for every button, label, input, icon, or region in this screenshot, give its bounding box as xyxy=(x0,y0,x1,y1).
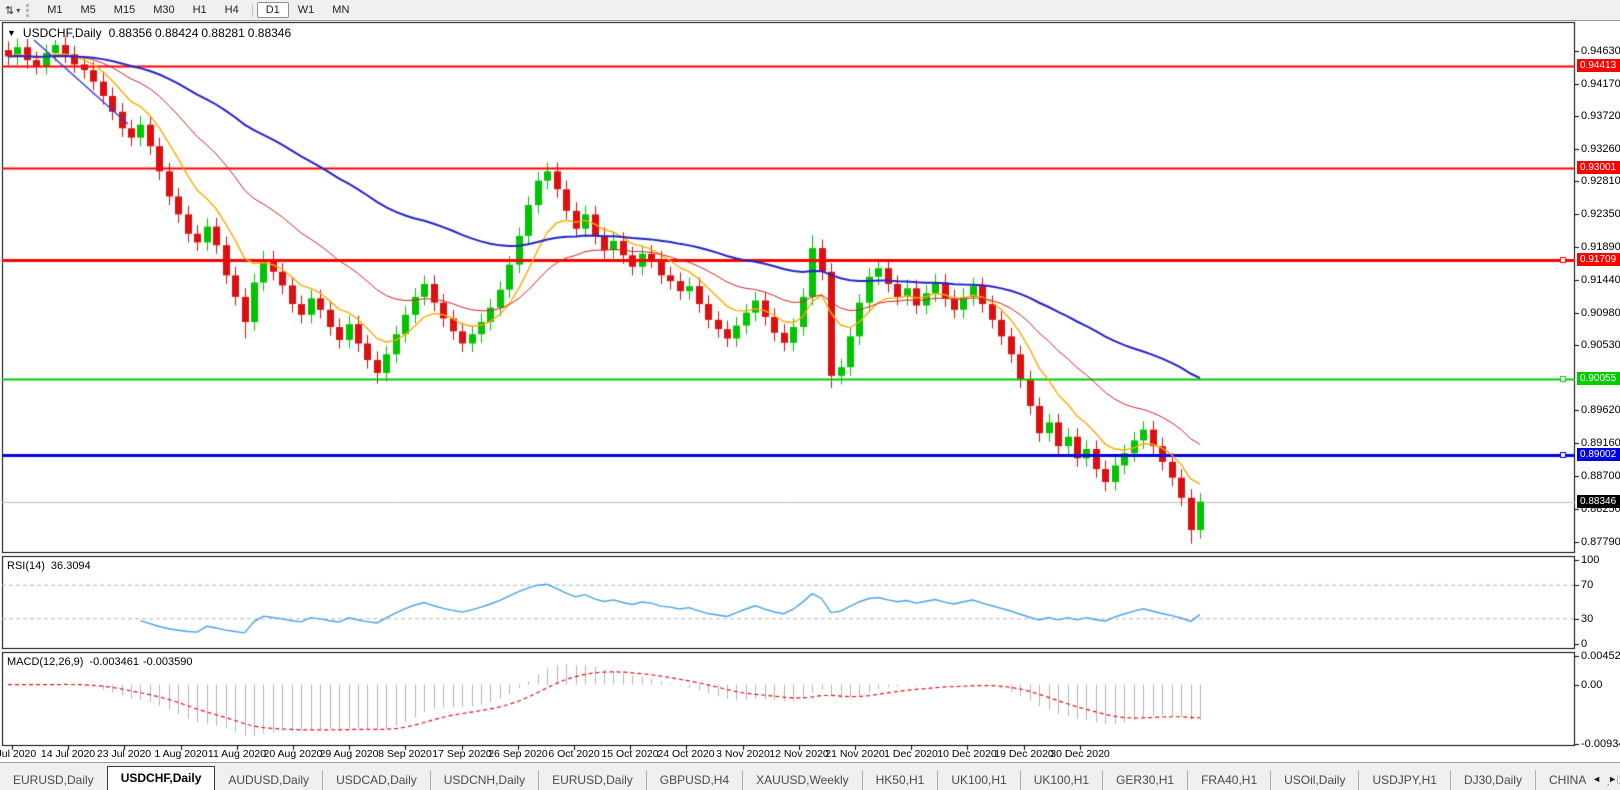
date-axis-label: 30 Dec 2020 xyxy=(1050,748,1110,760)
rsi-axis-label: 70 xyxy=(1581,579,1594,591)
date-axis-label: 12 Nov 2020 xyxy=(769,748,829,760)
date-axis-label: 4 Jul 2020 xyxy=(0,748,37,760)
macd-panel-label: MACD(12,26,9) -0.003461 -0.003590 xyxy=(7,656,193,668)
rsi-axis-label: 30 xyxy=(1581,613,1594,625)
cursor-tool-icon: ⇅ xyxy=(5,4,15,17)
price-axis-label: 0.89620 xyxy=(1581,404,1620,416)
chart-tab-xauusd-weekly[interactable]: XAUUSD,Weekly xyxy=(742,770,861,790)
date-axis-label: 8 Sep 2020 xyxy=(378,748,432,760)
macd-title: MACD(12,26,9) xyxy=(7,656,84,668)
chart-tab-usdjpy-h1[interactable]: USDJPY,H1 xyxy=(1358,770,1449,790)
chevron-down-icon[interactable]: ▾ xyxy=(16,5,21,15)
chart-tab-usdchf-daily[interactable]: USDCHF,Daily xyxy=(106,766,216,790)
date-axis-label: 24 Oct 2020 xyxy=(657,748,715,760)
toolbar-grip[interactable] xyxy=(26,3,32,17)
chart-title: ▼ USDCHF,Daily 0.88356 0.88424 0.88281 0… xyxy=(7,26,291,40)
chart-tab-usdcad-daily[interactable]: USDCAD,Daily xyxy=(322,770,430,790)
chart-tab-usoil-daily[interactable]: USOil,Daily xyxy=(1270,770,1358,790)
chart-tab-hk50-h1[interactable]: HK50,H1 xyxy=(861,770,938,790)
chart-tab-audusd-daily[interactable]: AUDUSD,Daily xyxy=(228,773,310,787)
date-axis-label: 23 Jul 2020 xyxy=(96,748,152,760)
hline-price-tag: 0.91709 xyxy=(1577,253,1620,266)
chart-tab-fra40-h1[interactable]: FRA40,H1 xyxy=(1187,770,1270,790)
date-axis-label: 14 Jul 2020 xyxy=(40,748,96,760)
rsi-title: RSI(14) xyxy=(7,560,45,572)
date-axis-label: 15 Oct 2020 xyxy=(601,748,659,760)
cursor-tool-button[interactable]: ⇅ ▾ xyxy=(0,4,23,17)
timeframe-buttons-group: M1 M5 M15 M30 H1 H4 D1 W1 MN xyxy=(38,2,358,18)
toolbar-separator xyxy=(251,3,253,17)
chart-tab-dj30-daily[interactable]: DJ30,Daily xyxy=(1449,770,1535,790)
macd-value: -0.003461 xyxy=(89,656,139,668)
chart-tab-uk100-h1[interactable]: UK100,H1 xyxy=(1019,770,1102,790)
date-axis-label: 11 Aug 2020 xyxy=(207,748,267,760)
date-axis-label: 19 Dec 2020 xyxy=(994,748,1054,760)
timeframe-button-h4[interactable]: H4 xyxy=(224,4,239,16)
timeframe-button-d1[interactable]: D1 xyxy=(256,2,289,18)
tab-scroll-buttons: ◄ ► xyxy=(1586,774,1617,784)
chart-tab-eurusd-daily[interactable]: EURUSD,Daily xyxy=(13,773,94,787)
rsi-axis-label: 0 xyxy=(1581,638,1588,650)
timeframe-button-m1[interactable]: M1 xyxy=(47,4,63,16)
date-axis-label: 10 Dec 2020 xyxy=(937,748,997,760)
rsi-panel-label: RSI(14) 36.3094 xyxy=(7,560,91,572)
date-axis-label: 26 Sep 2020 xyxy=(488,748,548,760)
timeframe-button-m30[interactable]: M30 xyxy=(153,4,175,16)
chart-tab-usdcnh-daily[interactable]: USDCNH,Daily xyxy=(429,770,538,790)
price-axis-label: 0.91440 xyxy=(1581,274,1620,286)
ohlc-open-value: 0.88356 xyxy=(108,26,152,40)
chart-tab-ger30-h1[interactable]: GER30,H1 xyxy=(1102,770,1187,790)
date-axis-label: 21 Nov 2020 xyxy=(825,748,885,760)
price-axis-label: 0.93720 xyxy=(1581,110,1620,122)
price-axis-label: 0.90530 xyxy=(1581,339,1620,351)
price-axis-label: 0.93260 xyxy=(1581,143,1620,155)
current-price-tag: 0.88346 xyxy=(1577,495,1620,508)
hline-price-tag: 0.90055 xyxy=(1577,372,1620,385)
date-axis-label: 1 Aug 2020 xyxy=(154,748,208,760)
rsi-value: 36.3094 xyxy=(50,560,91,572)
date-axis-label: 1 Dec 2020 xyxy=(884,748,938,760)
timeframe-button-h1[interactable]: H1 xyxy=(192,4,207,16)
ohlc-low-value: 0.88281 xyxy=(201,26,245,40)
price-axis-label: 0.94630 xyxy=(1581,45,1620,57)
date-axis-label: 3 Nov 2020 xyxy=(716,748,770,760)
price-axis-label: 0.89160 xyxy=(1581,437,1620,449)
macd-axis-label: 0.00 xyxy=(1581,679,1603,691)
macd-axis-label: -0.009348 xyxy=(1581,738,1620,750)
timeframe-button-w1[interactable]: W1 xyxy=(297,4,315,16)
price-axis-label: 0.94170 xyxy=(1581,78,1620,90)
price-axis-label: 0.91890 xyxy=(1581,241,1620,253)
chart-symbol-label: USDCHF,Daily xyxy=(22,26,102,40)
chart-tab-eurusd-daily[interactable]: EURUSD,Daily xyxy=(538,770,646,790)
macd-signal-value: -0.003590 xyxy=(142,656,193,668)
price-axis-label: 0.88700 xyxy=(1581,470,1620,482)
date-axis-label: 17 Sep 2020 xyxy=(432,748,492,760)
ohlc-high-value: 0.88424 xyxy=(155,26,199,40)
chart-tab-uk100-h1[interactable]: UK100,H1 xyxy=(937,770,1019,790)
price-axis-label: 0.90980 xyxy=(1581,307,1620,319)
tab-scroll-right-button[interactable]: ► xyxy=(1608,774,1617,784)
price-axis-label: 0.92350 xyxy=(1581,208,1620,220)
date-axis-label: 20 Aug 2020 xyxy=(263,748,323,760)
chart-tab-gbpusd-h4[interactable]: GBPUSD,H4 xyxy=(645,770,742,790)
timeframe-button-m15[interactable]: M15 xyxy=(113,4,136,16)
macd-axis-label: 0.004527 xyxy=(1581,650,1620,662)
price-axis-label: 0.87790 xyxy=(1581,536,1620,548)
rsi-axis-label: 100 xyxy=(1581,554,1600,566)
chart-tabs-bar: EURUSD,Daily USDCHF,Daily AUDUSD,Daily USDC… xyxy=(0,762,1620,790)
timeframe-toolbar: ⇅ ▾ M1 M5 M15 M30 H1 H4 D1 W1 MN xyxy=(0,0,1620,21)
hline-price-tag: 0.89002 xyxy=(1577,448,1620,461)
hline-price-tag: 0.93001 xyxy=(1577,161,1620,174)
tab-scroll-left-button[interactable]: ◄ xyxy=(1592,774,1602,784)
timeframe-button-mn[interactable]: MN xyxy=(332,4,350,16)
collapse-chart-icon[interactable]: ▼ xyxy=(7,28,16,38)
hline-price-tag: 0.94413 xyxy=(1577,59,1620,72)
ohlc-close-value: 0.88346 xyxy=(247,26,292,40)
timeframe-button-m5[interactable]: M5 xyxy=(80,4,96,16)
price-axis-label: 0.92810 xyxy=(1581,175,1620,187)
date-axis-label: 6 Oct 2020 xyxy=(548,748,600,760)
date-axis-label: 29 Aug 2020 xyxy=(319,748,379,760)
